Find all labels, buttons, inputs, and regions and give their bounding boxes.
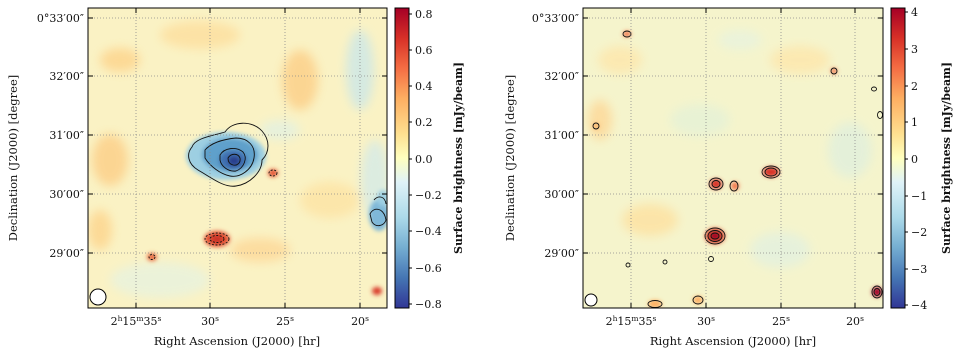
left-y-axis-label: Declination (J2000) [degree]	[6, 75, 20, 242]
right-contours	[592, 30, 883, 308]
right-colorbar-tick-3: 1	[911, 116, 918, 129]
right-colorbar-tick-2: 2	[911, 80, 918, 93]
right-ytick-label-4: 29′00″	[544, 247, 579, 260]
left-xtick-label-3: 20s	[351, 314, 369, 328]
right-colorbar-tick-1: 3	[911, 43, 918, 56]
left-colorbar-tick-6: −0.4	[415, 225, 442, 238]
left-beam-marker	[89, 288, 107, 306]
right-ytick-label-1: 32′00″	[544, 70, 579, 83]
right-sky-image	[583, 8, 883, 308]
left-xtick-label-1: 30s	[201, 314, 219, 328]
left-ytick-label-1: 32′00″	[49, 70, 84, 83]
right-ytick-label-2: 31′00″	[544, 129, 579, 142]
left-contours	[188, 122, 387, 227]
left-colorbar-tick-3: 0.2	[415, 116, 433, 129]
left-colorbar-tick-2: 0.4	[415, 80, 433, 93]
left-ytick-label-2: 31′00″	[49, 129, 84, 142]
left-colorbar-tick-1: 0.6	[415, 44, 433, 57]
right-colorbar-label: Surface brightness [mJy/beam]	[940, 62, 953, 254]
left-xtick-label-2: 25s	[276, 314, 294, 328]
right-grid	[583, 8, 883, 308]
left-colorbar	[394, 7, 410, 309]
left-sky-image	[88, 8, 387, 308]
left-colorbar-tick-8: −0.8	[415, 298, 442, 311]
right-colorbar-tick-8: −4	[911, 299, 927, 312]
right-x-axis-label: Right Ascension (J2000) [hr]	[650, 334, 816, 348]
right-colorbar-tick-5: −1	[911, 190, 927, 203]
left-x-axis-label: Right Ascension (J2000) [hr]	[154, 334, 320, 348]
right-panel: 0°33′00″ 32′00″ 31′00″ 30′00″ 29′00″ 2h1…	[503, 6, 953, 348]
right-colorbar-tick-7: −3	[911, 263, 927, 276]
right-xtick-label-3: 20s	[846, 314, 864, 328]
left-colorbar-label: Surface brightness [mJy/beam]	[452, 62, 465, 254]
left-panel: 0°33′00″ 32′00″ 31′00″ 30′00″ 29′00″ 2h1…	[6, 7, 465, 348]
right-plot-frame	[582, 7, 884, 309]
left-ytick-label-0: 0°33′00″	[37, 12, 84, 25]
right-colorbar-tick-0: 4	[911, 6, 918, 19]
right-colorbar-tick-4: 0	[911, 153, 918, 166]
right-xtick-label-0: 2h15m35s	[606, 314, 657, 328]
right-ytick-label-0: 0°33′00″	[532, 12, 579, 25]
right-colorbar	[890, 7, 906, 309]
left-colorbar-tick-4: 0.0	[415, 153, 433, 166]
right-xtick-label-1: 30s	[697, 314, 715, 328]
left-colorbar-tick-5: −0.2	[415, 189, 442, 202]
right-colorbar-tick-6: −2	[911, 226, 927, 239]
right-beam-marker	[584, 293, 598, 307]
left-xtick-label-0: 2h15m35s	[111, 314, 162, 328]
left-grid	[88, 8, 387, 308]
left-colorbar-tick-0: 0.8	[415, 8, 433, 21]
left-colorbar-tick-7: −0.6	[415, 262, 442, 275]
right-ytick-label-3: 30′00″	[544, 188, 579, 201]
left-ytick-label-4: 29′00″	[49, 247, 84, 260]
left-ytick-label-3: 30′00″	[49, 188, 84, 201]
right-y-axis-label: Declination (J2000) [degree]	[503, 75, 517, 242]
right-xtick-label-2: 25s	[772, 314, 790, 328]
left-plot-frame	[87, 7, 388, 309]
